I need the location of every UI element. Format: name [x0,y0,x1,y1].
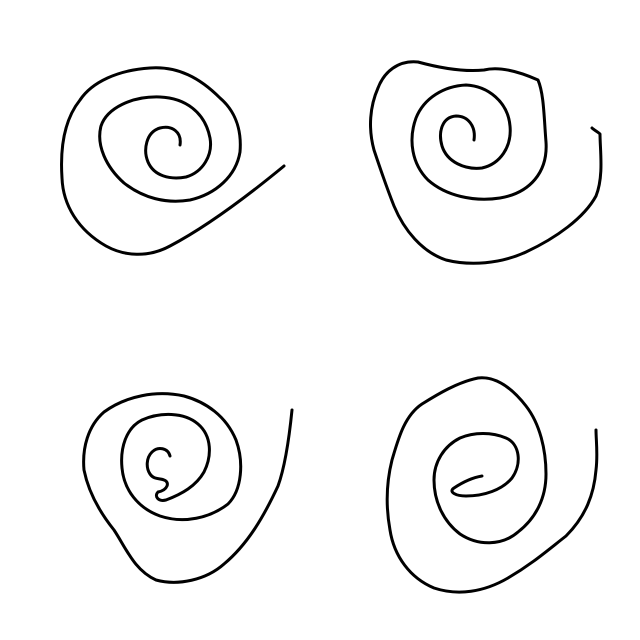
spiral-bottom-left [82,392,294,584]
spiral-top-left [60,66,286,256]
spiral-bottom-right [385,376,599,594]
spiral-top-right [369,60,603,265]
